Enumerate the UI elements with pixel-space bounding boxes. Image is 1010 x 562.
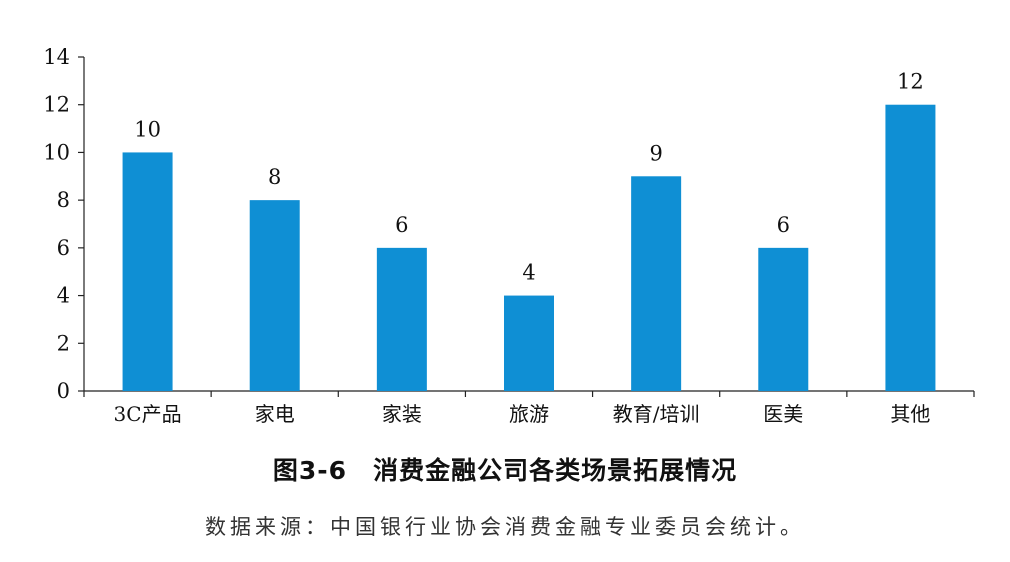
chart-bars	[122, 104, 936, 391]
x-category-label: 家电	[255, 402, 295, 426]
bar	[122, 152, 173, 391]
data-label: 6	[395, 213, 408, 237]
x-category-label: 其他	[890, 402, 930, 426]
data-source-note: 数据来源：中国银行业协会消费金融专业委员会统计。	[205, 515, 805, 539]
x-category-label: 旅游	[509, 402, 549, 426]
bar	[758, 247, 809, 391]
bar	[376, 247, 427, 391]
data-label: 6	[777, 213, 790, 237]
data-label: 12	[897, 70, 924, 94]
y-tick-label: 4	[57, 284, 70, 308]
figure-caption: 图3-6 消费金融公司各类场景拓展情况	[272, 456, 738, 485]
x-category-label: 教育/培训	[613, 402, 700, 426]
data-label: 10	[134, 117, 161, 141]
x-category-label: 3C产品	[114, 402, 182, 426]
y-tick-label: 10	[43, 140, 70, 164]
y-tick-label: 14	[43, 45, 70, 69]
x-category-label: 医美	[763, 402, 803, 426]
y-tick-label: 12	[43, 93, 70, 117]
y-tick-label: 8	[57, 188, 70, 212]
data-label: 8	[268, 165, 281, 189]
data-label: 9	[649, 141, 662, 165]
bar	[885, 104, 936, 391]
bar	[504, 295, 554, 391]
chart-labels: 10 3C产品 8 家电 6 家装 4 旅游 9 教育/培训 6 医美 12 其他	[114, 70, 931, 426]
chart-axes: 0 2 4 6 8 10 12 14	[43, 45, 975, 403]
bar	[249, 200, 300, 391]
x-category-label: 家装	[382, 402, 422, 426]
y-tick-label: 0	[57, 379, 70, 403]
bar-chart: 0 2 4 6 8 10 12 14 10 3C产品 8 家电 6 家装 4 旅游 9 教育/培训 6 医美 12 其他	[43, 45, 975, 426]
data-label: 4	[522, 261, 535, 285]
y-tick-label: 6	[57, 236, 70, 260]
bar	[631, 176, 682, 391]
y-tick-label: 2	[57, 331, 70, 355]
